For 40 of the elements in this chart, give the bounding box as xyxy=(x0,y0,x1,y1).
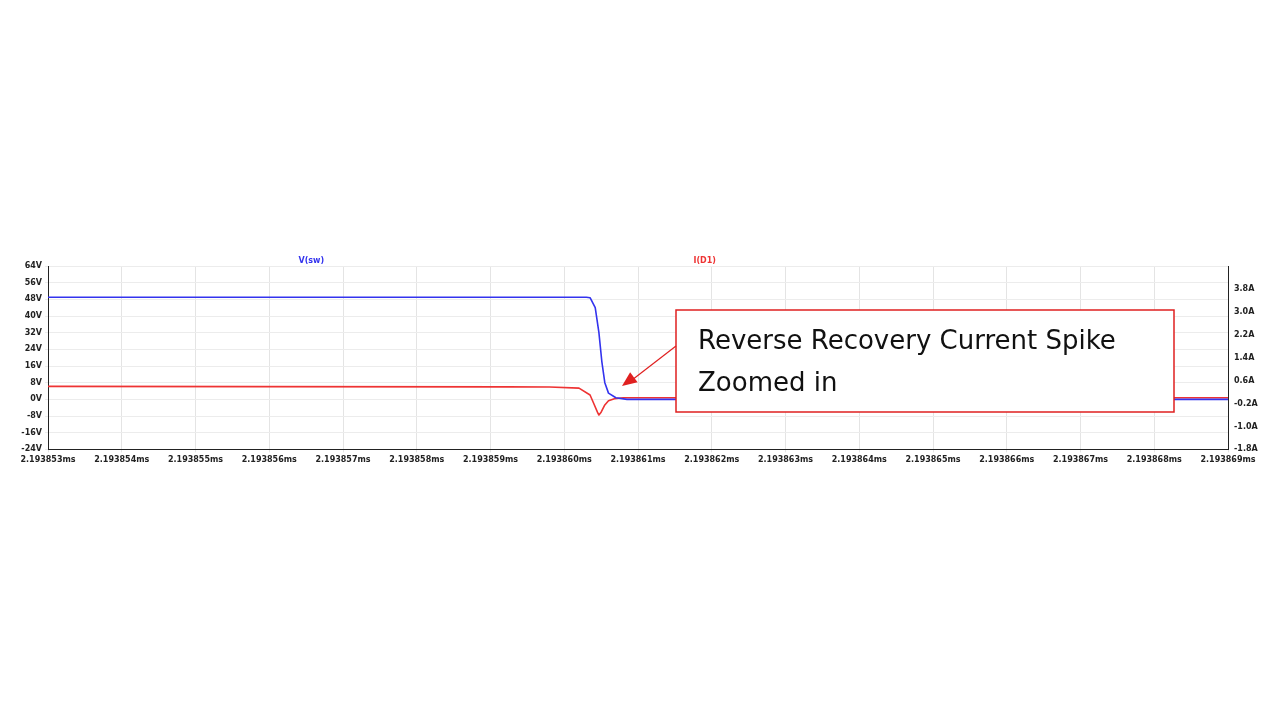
x-tick-label: 2.193863ms xyxy=(757,455,814,465)
y2-tick-label: -1.8A xyxy=(1234,444,1259,454)
x-tick-label: 2.193869ms xyxy=(1200,455,1256,465)
x-tick-label: 2.193858ms xyxy=(389,455,445,465)
y-tick-label: 32V xyxy=(24,327,43,337)
y-tick-label: 48V xyxy=(24,294,43,304)
y-tick-label: -16V xyxy=(21,427,43,437)
text: V(sw) xyxy=(298,256,325,266)
x-tick-label: 2.193868ms xyxy=(1126,455,1183,465)
x-tick-label: 2.193853ms xyxy=(20,455,76,465)
y-tick-label: 8V xyxy=(30,377,43,387)
y-tick-label: 40V xyxy=(24,311,43,321)
y-tick-label: 56V xyxy=(24,277,43,287)
y-tick-label: -24V xyxy=(21,444,43,454)
x-tick-label: 2.193856ms xyxy=(241,455,298,465)
text: I(D1) xyxy=(693,256,716,266)
y2-tick-label: 1.4A xyxy=(1234,352,1256,362)
y2-tick-label: -0.2A xyxy=(1234,398,1259,408)
x-tick-label: 2.193854ms xyxy=(94,455,150,465)
y2-tick-label: 0.6A xyxy=(1234,375,1256,385)
y-tick-label: 24V xyxy=(24,344,43,354)
x-tick-label: 2.193857ms xyxy=(315,455,371,465)
x-tick-label: 2.193862ms xyxy=(684,455,740,465)
y-tick-label: 64V xyxy=(24,261,43,271)
y-tick-label: 16V xyxy=(24,361,43,371)
x-tick-label: 2.193866ms xyxy=(979,455,1035,465)
y2-tick-label: -1.0A xyxy=(1234,421,1259,431)
y2-tick-label: 3.8A xyxy=(1234,284,1256,293)
y2-tick-label: 2.2A xyxy=(1234,329,1256,339)
x-tick-label: 2.193867ms xyxy=(1052,455,1109,465)
x-tick-label: 2.193865ms xyxy=(905,455,961,465)
y-tick-label: -8V xyxy=(26,411,43,421)
x-tick-label: 2.193864ms xyxy=(831,455,888,465)
x-tick-label: 2.193859ms xyxy=(462,455,519,465)
x-tick-label: 2.193860ms xyxy=(536,455,593,465)
annotation: Reverse Recovery Current Spike Zoomed in xyxy=(698,324,1116,397)
x-tick-label: 2.193861ms xyxy=(610,455,666,465)
y2-tick-label: 3.0A xyxy=(1234,306,1256,316)
x-tick-label: 2.193855ms xyxy=(167,455,224,465)
y-tick-label: 0V xyxy=(30,394,43,404)
